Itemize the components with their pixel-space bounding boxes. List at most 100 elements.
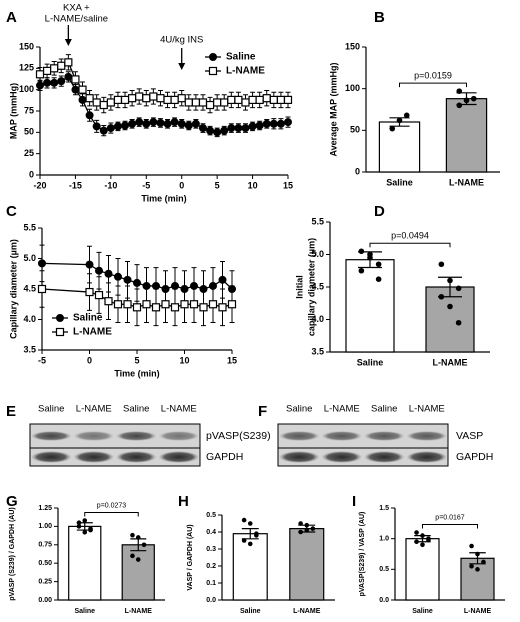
y-tick-label: 4.0	[311, 314, 324, 324]
data-point	[455, 285, 462, 292]
marker	[234, 95, 243, 105]
data-point	[135, 535, 141, 540]
marker	[114, 272, 122, 281]
legend-label: L-NAME	[73, 327, 112, 338]
y-tick-label: 0.5	[379, 566, 389, 573]
marker	[123, 300, 132, 309]
y-tick-label: 1.00	[38, 523, 52, 530]
data-point	[298, 529, 303, 535]
marker	[189, 300, 199, 309]
bar	[68, 525, 102, 601]
blot-band	[363, 431, 405, 441]
x-tick-label: 5	[134, 355, 139, 365]
significance-bracket	[84, 512, 139, 517]
marker	[128, 119, 137, 128]
marker	[113, 95, 123, 105]
marker	[177, 94, 186, 103]
marker	[50, 64, 59, 73]
y-tick-label: 150	[345, 41, 360, 51]
data-point	[241, 517, 247, 523]
x-tick-label: -10	[104, 180, 117, 190]
bar	[405, 538, 440, 601]
p-value: p=0.0159	[414, 71, 452, 81]
marker	[269, 95, 278, 105]
marker	[78, 85, 87, 94]
p-value: p=0.0273	[97, 502, 126, 509]
y-tick-label: 1.25	[38, 505, 52, 512]
data-point	[414, 530, 419, 535]
marker	[64, 58, 73, 67]
data-point	[447, 303, 453, 310]
y-tick-label: 4.0	[23, 314, 36, 324]
data-point	[481, 559, 486, 565]
data-point	[426, 536, 431, 541]
data-point	[358, 267, 365, 274]
marker	[191, 98, 200, 107]
bar	[445, 98, 488, 173]
lane-label: L-NAME	[161, 404, 197, 415]
lane-label: L-NAME	[324, 404, 360, 415]
marker	[135, 118, 144, 127]
x-tick-label: -5	[38, 355, 46, 365]
data-point	[375, 276, 382, 283]
data-point	[82, 529, 88, 535]
x-tick-label: -5	[142, 180, 150, 190]
x-tick-label: 5	[215, 180, 220, 190]
data-point	[438, 261, 445, 268]
marker	[248, 122, 257, 131]
panel-letter: E	[6, 403, 16, 420]
data-point	[438, 293, 445, 300]
data-point	[469, 563, 474, 569]
lane-label: L-NAME	[409, 404, 445, 415]
marker	[104, 269, 113, 278]
blot-band	[30, 451, 72, 463]
y-axis-label: Average MAP (mmHg)	[328, 62, 338, 156]
y-tick-label: 0.75	[38, 542, 52, 549]
x-tick-label: 10	[248, 180, 258, 190]
x-tick-label: 10	[179, 355, 189, 365]
x-axis-label: Time (min)	[114, 368, 159, 378]
marker	[99, 100, 108, 110]
marker	[149, 92, 158, 101]
marker	[213, 128, 222, 137]
y-tick-label: 100	[19, 84, 34, 94]
marker	[205, 100, 215, 110]
marker	[213, 98, 222, 107]
marker	[170, 95, 179, 105]
legend-label: Saline	[226, 52, 256, 63]
blot-band	[73, 451, 115, 463]
y-tick-label: 0.0	[206, 597, 216, 604]
marker	[42, 66, 52, 75]
marker	[71, 75, 80, 84]
marker	[113, 300, 123, 309]
marker	[85, 260, 94, 269]
y-tick-label: 0	[29, 169, 34, 179]
x-tick-label: L-NAME	[449, 177, 484, 187]
marker	[241, 98, 250, 107]
data-point	[76, 520, 82, 526]
y-axis-label: capillary diameter (µm)	[306, 238, 316, 336]
bar	[345, 259, 395, 353]
x-tick-label: 15	[283, 180, 293, 190]
blot-strip	[29, 447, 201, 467]
marker	[95, 266, 103, 275]
y-tick-label: 0	[355, 166, 360, 176]
marker	[184, 121, 193, 130]
y-axis-label: Capillary diameter (µm)	[8, 239, 18, 339]
bar	[425, 286, 475, 353]
y-tick-label: 0.2	[206, 563, 216, 570]
marker	[161, 300, 170, 309]
marker	[92, 122, 101, 131]
marker	[276, 119, 285, 128]
significance-bracket	[369, 242, 451, 248]
legend-marker	[209, 53, 217, 61]
marker	[255, 121, 264, 130]
marker	[99, 126, 108, 135]
data-point	[247, 521, 253, 526]
marker	[156, 118, 165, 127]
marker	[218, 303, 227, 312]
blot-band	[321, 431, 363, 441]
annotation: L-NAME/saline	[45, 14, 108, 25]
marker	[163, 95, 172, 105]
